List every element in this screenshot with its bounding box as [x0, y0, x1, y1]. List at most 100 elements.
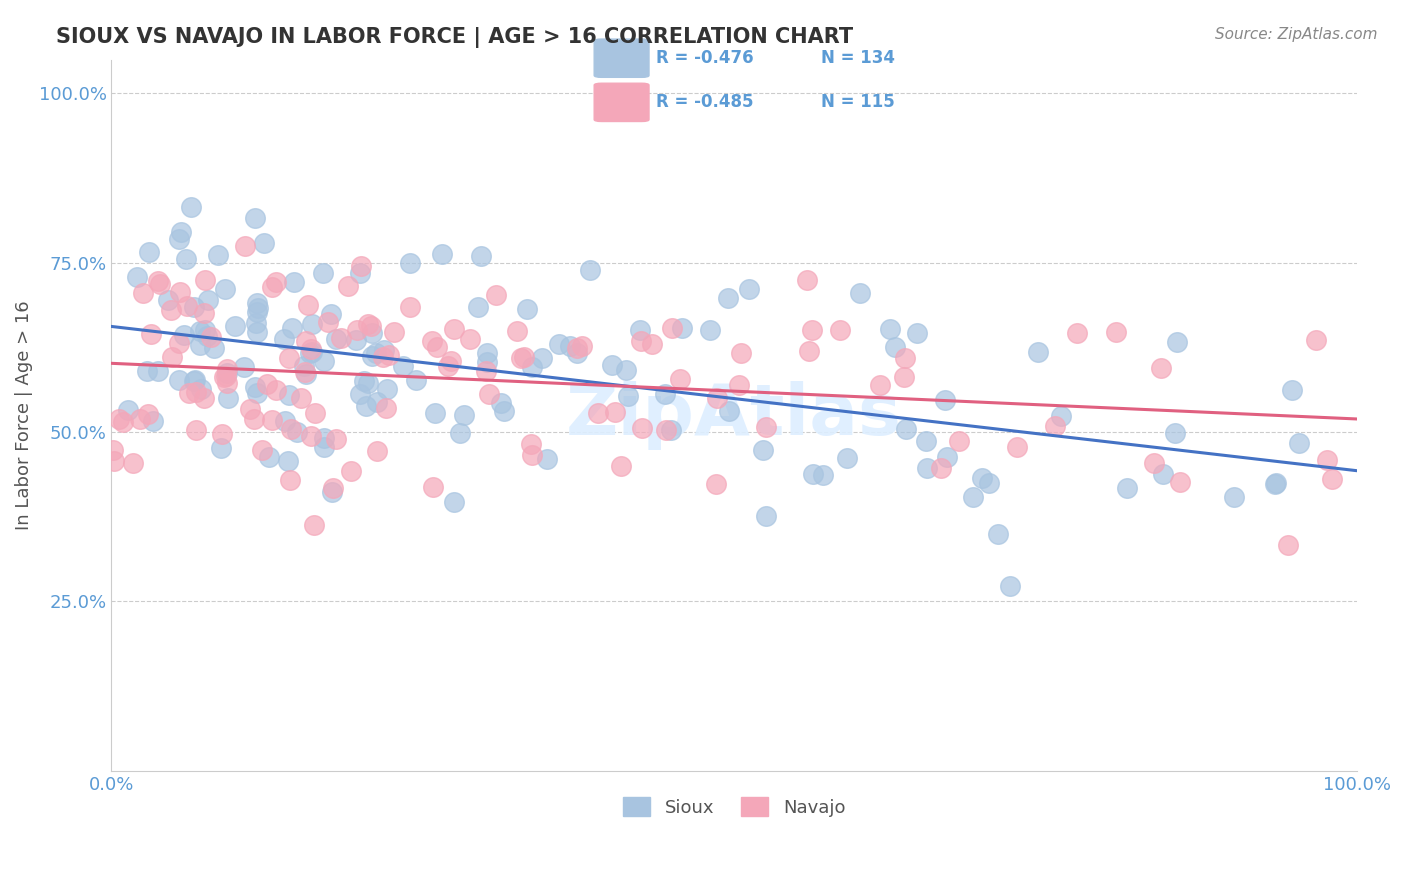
Point: [970, 471, 993, 485]
Point: [354, 399, 377, 413]
Point: [160, 350, 183, 364]
Point: [467, 300, 489, 314]
Point: [422, 480, 444, 494]
Point: [243, 211, 266, 225]
Point: [138, 245, 160, 260]
Point: [475, 346, 498, 360]
Point: [142, 415, 165, 429]
Text: SIOUX VS NAVAJO IN LABOR FORCE | AGE > 16 CORRELATION CHART: SIOUX VS NAVAJO IN LABOR FORCE | AGE > 1…: [56, 27, 853, 48]
Point: [752, 443, 775, 458]
Point: [176, 299, 198, 313]
Point: [399, 300, 422, 314]
Point: [1166, 335, 1188, 350]
Point: [264, 383, 287, 397]
Point: [509, 351, 531, 365]
Point: [318, 315, 340, 329]
Point: [1143, 456, 1166, 470]
Point: [631, 421, 654, 435]
Point: [520, 359, 543, 374]
Point: [246, 296, 269, 310]
Point: [344, 333, 367, 347]
Point: [336, 279, 359, 293]
Point: [1222, 490, 1244, 504]
Point: [1265, 476, 1288, 491]
Point: [136, 363, 159, 377]
Point: [1150, 361, 1173, 376]
Point: [103, 454, 125, 468]
Point: [373, 343, 395, 357]
Point: [197, 293, 219, 308]
Point: [1066, 326, 1088, 341]
Point: [869, 377, 891, 392]
Point: [603, 405, 626, 419]
Point: [357, 376, 380, 390]
Text: ZipAtlas: ZipAtlas: [567, 381, 903, 450]
Point: [449, 425, 471, 440]
Point: [848, 286, 870, 301]
Point: [374, 401, 396, 416]
Point: [200, 330, 222, 344]
Point: [883, 340, 905, 354]
Point: [280, 321, 302, 335]
Point: [375, 382, 398, 396]
Point: [184, 423, 207, 437]
Point: [173, 327, 195, 342]
Point: [314, 353, 336, 368]
Point: [440, 354, 463, 368]
Point: [934, 393, 956, 408]
Point: [298, 345, 321, 359]
Point: [314, 431, 336, 445]
Point: [1264, 477, 1286, 491]
Point: [329, 331, 352, 345]
Point: [513, 350, 536, 364]
Point: [292, 359, 315, 373]
Point: [360, 326, 382, 341]
Point: [312, 266, 335, 280]
Point: [195, 329, 218, 343]
Point: [426, 340, 449, 354]
Point: [453, 408, 475, 422]
Point: [215, 366, 238, 380]
Point: [160, 302, 183, 317]
Point: [260, 279, 283, 293]
Point: [458, 332, 481, 346]
Point: [256, 376, 278, 391]
Point: [299, 429, 322, 443]
Point: [148, 274, 170, 288]
Point: [894, 351, 917, 365]
Point: [474, 364, 496, 378]
Point: [190, 382, 212, 396]
Point: [915, 434, 938, 449]
Point: [169, 225, 191, 239]
Point: [717, 403, 740, 417]
Point: [478, 386, 501, 401]
Point: [366, 444, 388, 458]
Point: [1043, 419, 1066, 434]
Point: [1288, 436, 1310, 450]
Point: [1050, 409, 1073, 423]
Point: [278, 473, 301, 487]
Point: [340, 464, 363, 478]
Point: [299, 342, 322, 356]
Point: [717, 292, 740, 306]
Point: [547, 337, 569, 351]
Y-axis label: In Labor Force | Age > 16: In Labor Force | Age > 16: [15, 301, 32, 530]
Point: [1116, 481, 1139, 495]
Point: [366, 346, 388, 360]
Point: [655, 423, 678, 437]
Point: [304, 406, 326, 420]
Point: [661, 321, 683, 335]
Point: [536, 452, 558, 467]
Point: [122, 456, 145, 470]
Point: [183, 374, 205, 388]
Text: N = 115: N = 115: [821, 93, 894, 111]
Point: [149, 277, 172, 292]
Point: [492, 404, 515, 418]
Point: [1277, 538, 1299, 552]
Point: [322, 481, 344, 495]
Point: [669, 372, 692, 386]
Point: [1105, 325, 1128, 339]
Point: [630, 334, 652, 348]
Point: [706, 391, 728, 405]
Point: [273, 332, 295, 346]
